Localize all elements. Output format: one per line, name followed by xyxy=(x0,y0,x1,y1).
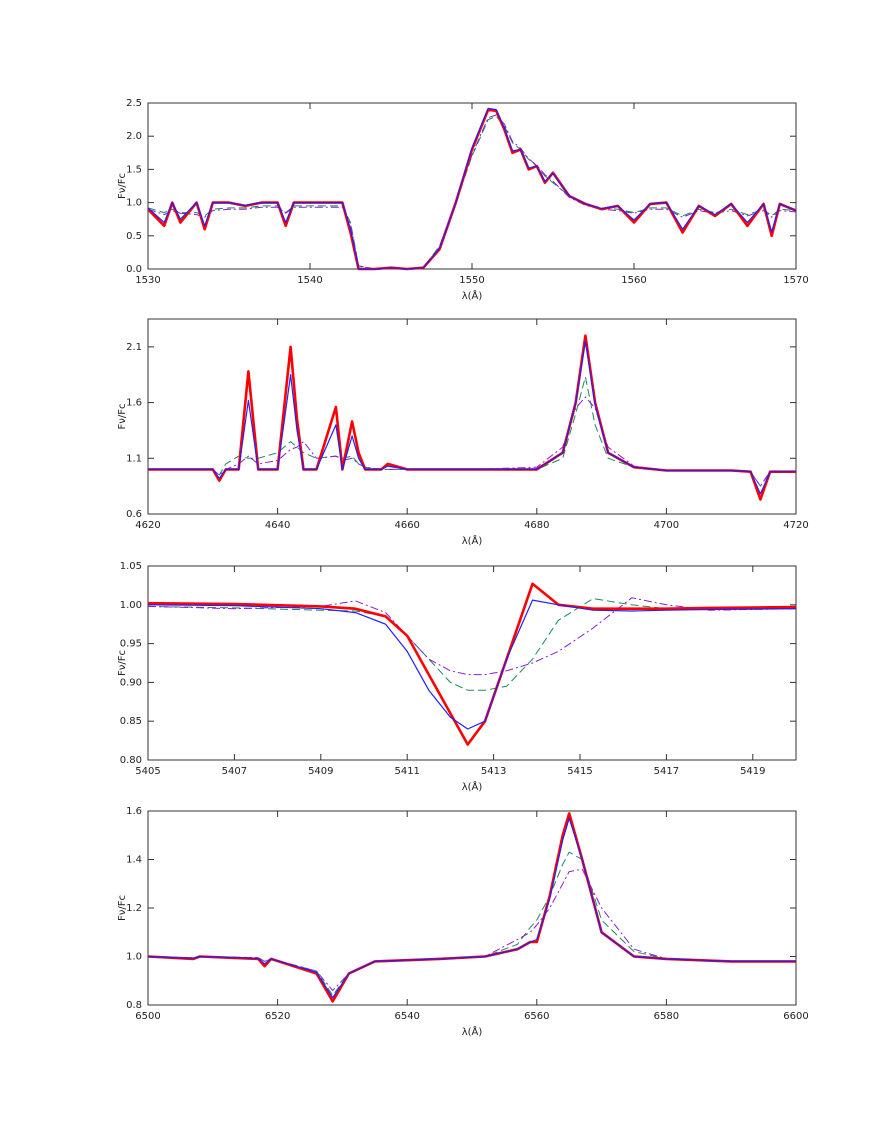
spectrum-line xyxy=(147,114,797,270)
spectrum-line xyxy=(147,582,797,746)
y-tick-label: 0.90 xyxy=(120,677,142,688)
x-axis-label: λ(Å) xyxy=(462,1025,483,1038)
x-tick-label: 4700 xyxy=(654,520,679,531)
x-tick-label: 6560 xyxy=(524,1011,549,1022)
x-axis-label: λ(Å) xyxy=(462,780,483,793)
x-tick-label: 4660 xyxy=(394,520,419,531)
x-tick-label: 5419 xyxy=(740,766,765,777)
spectrum-line xyxy=(147,598,797,691)
y-tick-label: 2.5 xyxy=(126,98,142,109)
x-tick-label: 5411 xyxy=(394,766,419,777)
y-tick-label: 0.8 xyxy=(126,1000,142,1011)
y-tick-label: 2.1 xyxy=(126,342,142,353)
plot-frame xyxy=(147,318,797,515)
spectrum-line xyxy=(148,334,796,501)
x-tick-label: 6600 xyxy=(783,1011,808,1022)
spectrum-line xyxy=(147,115,797,270)
x-axis-label: λ(Å) xyxy=(462,534,483,547)
x-tick-label: 4640 xyxy=(265,520,290,531)
y-tick-label: 1.6 xyxy=(126,806,142,817)
x-tick-label: 1570 xyxy=(783,275,808,286)
x-tick-label: 4620 xyxy=(135,520,160,531)
x-tick-label: 6500 xyxy=(135,1011,160,1022)
plot-frame xyxy=(147,102,797,270)
spectrum-line xyxy=(148,340,796,495)
y-tick-label: 1.0 xyxy=(126,198,142,209)
spectrum-line xyxy=(147,599,797,730)
plot-frame xyxy=(147,565,797,761)
x-tick-label: 5413 xyxy=(481,766,506,777)
y-tick-label: 0.85 xyxy=(120,716,142,727)
y-tick-label: 0.0 xyxy=(126,264,142,275)
spectrum-line xyxy=(147,868,796,991)
y-axis-label: Fν/Fc xyxy=(117,650,128,676)
x-tick-label: 1530 xyxy=(135,275,160,286)
x-tick-label: 6540 xyxy=(394,1011,419,1022)
x-tick-label: 6520 xyxy=(265,1011,290,1022)
plot-frame xyxy=(147,810,797,1006)
y-tick-label: 1.00 xyxy=(120,600,142,611)
y-tick-label: 2.0 xyxy=(126,131,142,142)
x-tick-label: 5409 xyxy=(308,766,333,777)
spectrum-line xyxy=(147,597,797,676)
y-tick-label: 1.4 xyxy=(126,855,142,866)
spectrum-line xyxy=(147,812,796,1003)
x-axis-label: λ(Å) xyxy=(462,289,483,302)
spectrum-line xyxy=(147,817,796,999)
y-tick-label: 1.05 xyxy=(120,561,142,572)
x-tick-label: 4680 xyxy=(524,520,549,531)
y-tick-label: 0.5 xyxy=(126,231,142,242)
x-tick-label: 1540 xyxy=(297,275,322,286)
x-tick-label: 5405 xyxy=(135,766,160,777)
y-axis-label: Fν/Fc xyxy=(117,404,128,430)
x-tick-label: 5407 xyxy=(222,766,247,777)
y-tick-label: 0.80 xyxy=(120,755,142,766)
spectrum-line xyxy=(147,851,796,996)
y-axis-label: Fν/Fc xyxy=(117,173,128,199)
x-tick-label: 5415 xyxy=(567,766,592,777)
spectrum-line xyxy=(147,107,797,270)
x-tick-label: 5417 xyxy=(654,766,679,777)
y-tick-label: 0.95 xyxy=(120,639,142,650)
y-tick-label: 1.2 xyxy=(126,903,142,914)
y-tick-label: 1.0 xyxy=(126,952,142,963)
y-tick-label: 1.6 xyxy=(126,398,142,409)
spectrum-line xyxy=(147,108,797,271)
y-axis-label: Fν/Fc xyxy=(117,895,128,921)
y-tick-label: 0.6 xyxy=(126,509,142,520)
x-tick-label: 4720 xyxy=(783,520,808,531)
x-tick-label: 1550 xyxy=(459,275,484,286)
x-tick-label: 1560 xyxy=(621,275,646,286)
x-tick-label: 6580 xyxy=(654,1011,679,1022)
y-tick-label: 1.1 xyxy=(126,453,142,464)
y-tick-label: 1.5 xyxy=(126,164,142,175)
